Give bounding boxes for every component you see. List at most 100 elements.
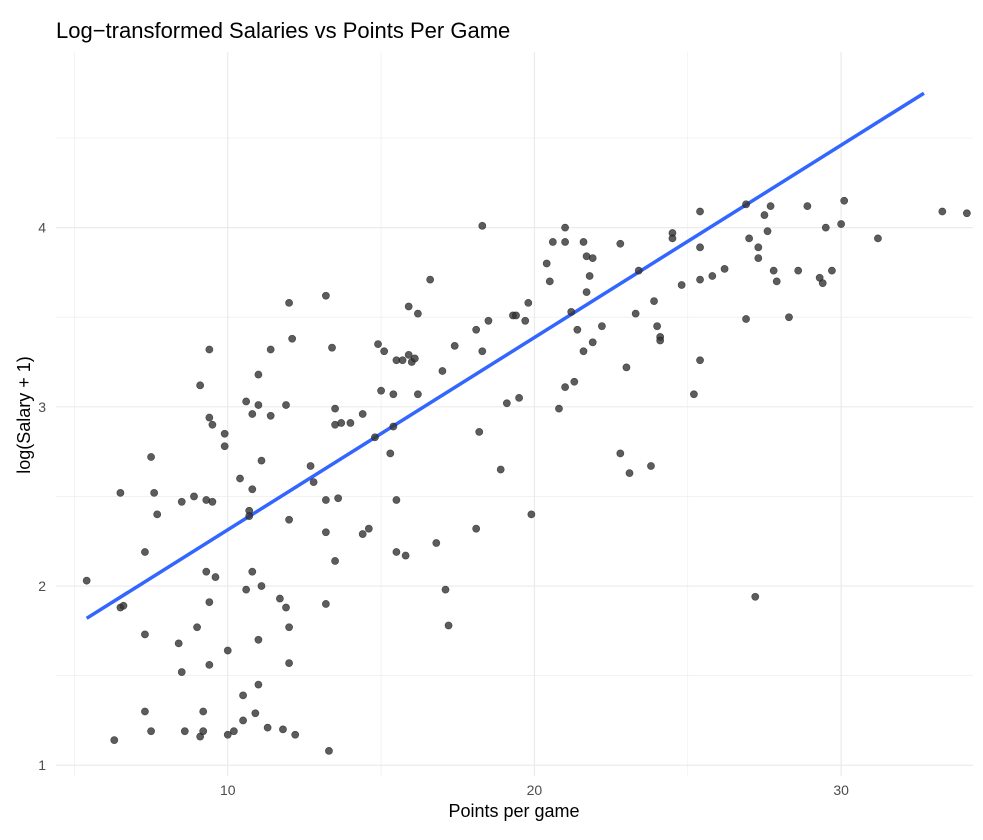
data-point <box>211 573 220 581</box>
data-point <box>254 370 263 379</box>
data-point <box>358 530 367 538</box>
data-point <box>291 730 300 739</box>
data-point <box>754 243 763 252</box>
data-point <box>386 449 395 458</box>
data-point <box>309 478 318 486</box>
data-point <box>545 277 554 286</box>
data-point <box>634 266 643 275</box>
data-point <box>625 469 634 478</box>
data-point <box>696 243 704 252</box>
data-point <box>570 377 579 386</box>
data-point <box>515 393 524 402</box>
data-point <box>392 548 401 556</box>
data-points <box>82 196 971 755</box>
data-point <box>196 381 205 390</box>
data-point <box>573 325 582 334</box>
data-point <box>389 422 398 431</box>
data-point <box>177 497 186 506</box>
data-point <box>401 551 410 560</box>
y-tick-label: 4 <box>38 220 46 236</box>
x-tick-label: 20 <box>527 782 543 798</box>
x-axis-title: Points per game <box>448 801 579 821</box>
data-point <box>199 707 208 716</box>
data-point <box>677 281 686 289</box>
data-point <box>119 601 128 610</box>
data-point <box>588 254 597 262</box>
data-point <box>803 202 812 211</box>
data-point <box>285 623 293 632</box>
data-point <box>116 488 125 497</box>
data-point <box>794 266 803 275</box>
data-point <box>110 736 119 745</box>
data-point <box>668 234 677 243</box>
data-point <box>251 709 260 718</box>
data-point <box>193 623 201 632</box>
data-point <box>266 345 275 354</box>
data-point <box>561 383 570 392</box>
data-point <box>141 548 149 556</box>
data-point <box>331 557 339 565</box>
data-point <box>763 227 772 236</box>
data-point <box>647 462 655 470</box>
data-point <box>527 510 536 519</box>
data-point <box>598 322 606 331</box>
data-point <box>582 288 591 297</box>
data-point <box>220 429 229 438</box>
data-point <box>248 485 257 494</box>
data-point <box>364 524 373 533</box>
data-point <box>321 496 330 504</box>
data-point <box>377 386 385 395</box>
data-point <box>742 200 750 209</box>
data-point <box>496 465 505 474</box>
data-point <box>484 316 493 325</box>
data-point <box>472 524 481 533</box>
data-point <box>205 413 214 422</box>
data-point <box>404 350 413 359</box>
data-point <box>555 404 563 413</box>
data-point <box>521 316 530 325</box>
data-point <box>622 363 631 372</box>
data-point <box>248 567 257 576</box>
data-point <box>413 390 422 399</box>
y-axis-title: log(Salary + 1) <box>14 356 34 474</box>
data-point <box>650 297 658 305</box>
data-point <box>254 635 263 644</box>
x-tick-label: 30 <box>833 782 849 798</box>
data-point <box>199 727 208 736</box>
data-point <box>708 272 717 280</box>
data-point <box>616 239 625 248</box>
data-point <box>147 727 155 736</box>
data-point <box>205 660 214 669</box>
data-point <box>285 659 293 667</box>
y-tick-label: 1 <box>38 757 46 773</box>
data-point <box>472 325 481 334</box>
data-point <box>334 494 343 503</box>
data-point <box>751 592 760 601</box>
data-point <box>720 264 729 273</box>
data-point <box>438 367 447 375</box>
data-point <box>561 223 570 232</box>
data-point <box>962 209 971 218</box>
data-point <box>696 207 704 216</box>
data-point <box>392 496 401 504</box>
data-point <box>325 747 333 755</box>
data-point <box>742 315 750 323</box>
data-point <box>938 207 947 216</box>
data-point <box>282 603 290 612</box>
data-point <box>413 309 422 318</box>
data-point <box>524 298 533 307</box>
data-point <box>328 343 336 352</box>
data-point <box>478 221 487 230</box>
data-point <box>561 238 570 246</box>
data-point <box>828 266 836 275</box>
data-point <box>502 399 511 408</box>
data-point <box>754 254 763 262</box>
data-point <box>331 404 339 413</box>
data-point <box>398 356 407 365</box>
data-point <box>389 390 398 399</box>
data-point <box>631 309 640 318</box>
data-point <box>150 488 159 497</box>
data-point <box>285 298 293 307</box>
